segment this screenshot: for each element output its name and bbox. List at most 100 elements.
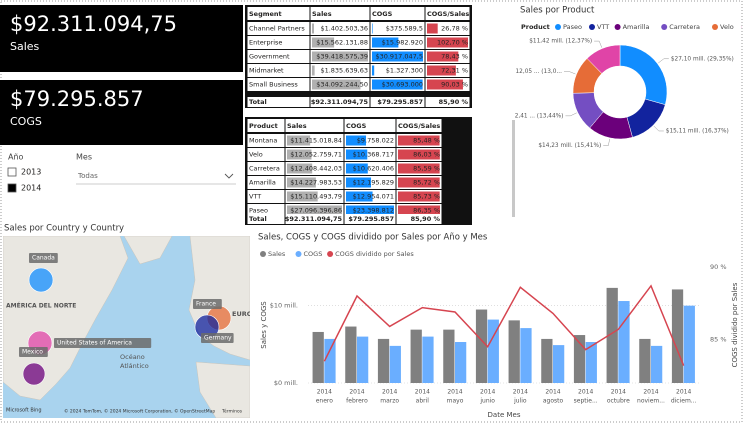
- cell-value: $27.096.396,86: [290, 207, 342, 215]
- row-label: Amarilla: [249, 179, 276, 187]
- pie-slice: [626, 98, 666, 138]
- map-terms: Términos: [221, 408, 243, 415]
- map: [3, 236, 250, 418]
- label-leader: [653, 125, 664, 132]
- kpi-card: [0, 80, 243, 145]
- cell-value: 78,43 %: [441, 53, 468, 61]
- map-bubble[interactable]: [22, 362, 46, 386]
- cell-value: $23.398.812: [353, 207, 394, 215]
- data-bar: [372, 65, 375, 76]
- legend-marker: [661, 24, 668, 30]
- data-bar: [346, 163, 368, 174]
- legend-marker: [741, 25, 742, 29]
- table-header: Product: [249, 122, 278, 130]
- bar: [410, 329, 422, 383]
- map-attribution: © 2024 TomTom, © 2024 Microsoft Corporat…: [64, 408, 215, 415]
- x-tick-label: 2014: [578, 389, 593, 396]
- x-tick-label: 2014: [317, 389, 332, 396]
- table-cell: [396, 119, 442, 132]
- checkbox[interactable]: [7, 183, 17, 193]
- total-cell: Total: [249, 98, 267, 106]
- cell-value: $14.227.983,53: [290, 179, 342, 187]
- map-label-box: [54, 338, 152, 348]
- table-cell: [310, 64, 370, 77]
- legend-label: VTT: [597, 23, 609, 31]
- legend-label: Sales: [268, 250, 286, 258]
- checkbox-label[interactable]: 2014: [21, 184, 41, 193]
- x-axis-title: Date Mes: [488, 411, 521, 419]
- legend-title: Product: [521, 23, 550, 31]
- total-cell: 85,90 %: [439, 98, 469, 106]
- cell-value: 86,35 %: [413, 207, 440, 215]
- cell-value: 72,31 %: [441, 67, 468, 75]
- row-label: Small Business: [249, 81, 298, 89]
- label-leader: [563, 71, 576, 75]
- row-label: Midmarket: [249, 67, 284, 75]
- table-header: COGS/Sales: [427, 10, 469, 18]
- bar: [324, 338, 336, 383]
- y-axis-title: Sales y COGS: [260, 301, 268, 349]
- kpi-card: [0, 5, 243, 72]
- chart-title: Sales, COGS y COGS dividido por Sales po…: [258, 233, 488, 243]
- pie-slice: [619, 44, 668, 106]
- table-header: Sales: [312, 10, 332, 18]
- row-label: Enterprise: [249, 39, 282, 47]
- data-label: $12,41 ... (13,44%): [507, 113, 563, 119]
- cell-value: $12.052.759,71: [290, 151, 342, 159]
- table-cell: [247, 190, 285, 203]
- legend-label: Amarilla: [623, 23, 650, 31]
- label-leader: [603, 138, 610, 146]
- data-bar: [398, 205, 440, 214]
- dropdown-value[interactable]: Todas: [77, 172, 98, 180]
- data-bar: [398, 149, 440, 160]
- map-label-box: [201, 333, 234, 343]
- x-tick-label: agosto: [543, 398, 564, 405]
- scrollbar[interactable]: [512, 120, 515, 217]
- cell-value: $30.693.000: [382, 81, 423, 89]
- data-label: $14,23 mill. (15,41%): [538, 143, 601, 149]
- data-bar: [427, 37, 468, 48]
- bar: [357, 336, 369, 383]
- data-label: $27,10 mill. (29,35%): [671, 56, 734, 62]
- legend-marker: [295, 251, 302, 257]
- table-cell: [310, 7, 370, 20]
- row-label: Channel Partners: [249, 25, 305, 33]
- y2-tick-label: 90 %: [710, 263, 727, 271]
- cell-value: $30.917.047,5: [375, 53, 423, 61]
- cell-value: $39.418.575,39: [316, 53, 368, 61]
- data-bar: [372, 51, 423, 62]
- pie-slice: [586, 44, 621, 74]
- x-tick-label: 2014: [480, 389, 495, 396]
- bar: [345, 326, 357, 383]
- slicer-title: Mes: [76, 153, 92, 162]
- bar: [541, 338, 553, 383]
- dropdown-chevron[interactable]: [224, 173, 234, 179]
- data-bar: [312, 23, 314, 34]
- legend-label: COGS dividido por Sales: [335, 250, 414, 258]
- table-header: Segment: [249, 10, 282, 18]
- table-cell: [247, 97, 310, 107]
- x-tick-label: marzo: [380, 398, 399, 405]
- cell-value: $12.954.071: [353, 193, 394, 201]
- total-cell: $79.295.857: [348, 215, 394, 223]
- checkbox-label[interactable]: 2013: [21, 168, 41, 177]
- table-cell: [285, 214, 344, 224]
- bar: [573, 335, 586, 383]
- map-region-label: EUROP: [232, 310, 257, 318]
- x-tick-label: octubre: [607, 398, 630, 405]
- x-tick-label: 2014: [545, 389, 560, 396]
- checkbox[interactable]: [7, 167, 17, 177]
- data-bar: [287, 177, 316, 188]
- map-bubble[interactable]: [28, 267, 54, 293]
- table-cell: [247, 119, 285, 132]
- cell-value: $34.092.244,50: [316, 81, 368, 89]
- chart-title: Sales por Product: [520, 6, 595, 16]
- data-bar: [346, 177, 372, 188]
- map-country-label: United States of America: [57, 340, 132, 347]
- data-bar: [427, 79, 463, 90]
- cell-value: $15.982.920: [382, 39, 423, 47]
- bar: [508, 320, 520, 383]
- table-cell: [310, 97, 370, 107]
